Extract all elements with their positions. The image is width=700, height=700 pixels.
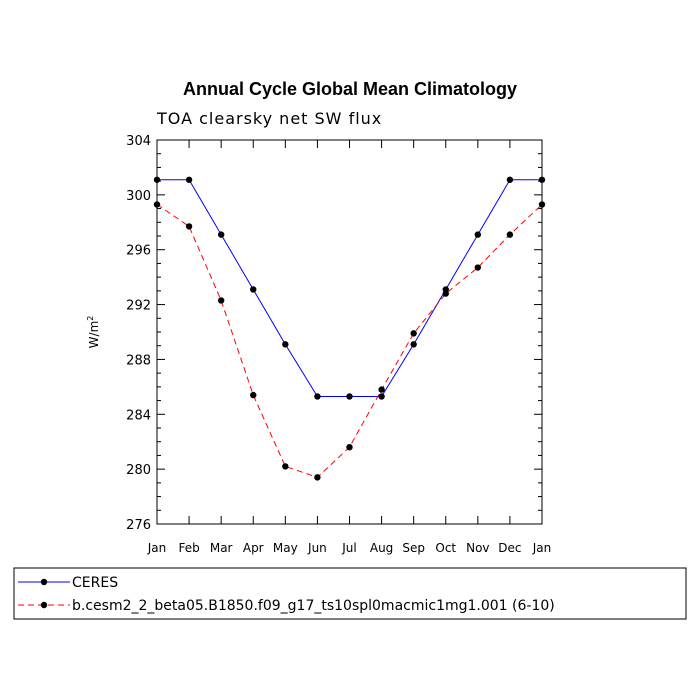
series-2-point <box>506 231 514 238</box>
series-line-2 <box>156 204 543 478</box>
series-2-point <box>410 330 417 337</box>
series-1-point <box>346 393 353 400</box>
legend: CERES b.cesm2_2_beta05.B1850.f09_g17_ts10… <box>18 575 555 614</box>
series-1-point <box>250 286 257 293</box>
series-2-point <box>346 444 353 451</box>
series-2-point <box>442 290 449 297</box>
series-1-point <box>378 393 385 400</box>
y-tick-label: 280 <box>126 463 151 478</box>
legend-marker-1 <box>40 578 48 586</box>
y-tick-label: 288 <box>126 353 151 368</box>
series-2-point <box>378 386 385 393</box>
series-2-point <box>185 223 193 230</box>
y-tick-label: 300 <box>126 189 151 204</box>
y-tick-label: 296 <box>126 244 151 259</box>
x-tick-label: Apr <box>243 541 264 555</box>
series-1-point <box>217 231 225 238</box>
series-1-point <box>282 341 289 348</box>
x-tick-label: Feb <box>178 541 199 555</box>
legend-label-1: CERES <box>72 575 118 591</box>
series-2-point <box>314 474 321 481</box>
series-1-point <box>538 176 546 183</box>
series-1-point <box>153 176 161 183</box>
y-tick-label: 276 <box>126 518 151 533</box>
x-tick-label: Oct <box>435 541 456 555</box>
x-tick-label: Nov <box>466 541 489 555</box>
x-tick-label: Aug <box>370 541 393 555</box>
x-tick-label: Dec <box>498 541 521 555</box>
series-2-point <box>538 201 546 208</box>
legend-marker-2 <box>40 601 48 609</box>
svg-text:W/m2: W/m2 <box>86 316 101 349</box>
series-line-1 <box>157 179 542 397</box>
series-1-point <box>314 393 321 400</box>
y-tick-label: 284 <box>126 408 151 423</box>
x-tick-label: Sep <box>402 541 425 555</box>
series-1-point <box>185 176 193 183</box>
y-tick-label: 304 <box>126 134 151 149</box>
x-tick-label: Jun <box>307 541 327 555</box>
legend-label-2: b.cesm2_2_beta05.B1850.f09_g17_ts10spl0m… <box>72 598 555 614</box>
y-tick-label: 292 <box>126 299 151 314</box>
chart-title: Annual Cycle Global Mean Climatology <box>183 79 517 99</box>
tick-labels: 276 280 284 288 292 296 300 304 Jan Feb Mar Apr May J… <box>126 134 551 555</box>
series-1-point <box>506 176 514 183</box>
series-1-point <box>410 341 417 348</box>
x-tick-label: Jan <box>532 541 552 555</box>
plot-frame <box>156 139 543 525</box>
series-2-point <box>153 201 161 208</box>
x-tick-label: Mar <box>210 541 233 555</box>
axis-ticks <box>156 139 543 525</box>
y-axis-label-base: W/m <box>87 321 101 349</box>
chart-subtitle: TOA clearsky net SW flux <box>156 109 382 128</box>
series-layer <box>153 176 546 481</box>
x-tick-label: May <box>273 541 298 555</box>
x-tick-label: Jan <box>147 541 167 555</box>
x-tick-label: Jul <box>341 541 356 555</box>
series-1-point <box>474 231 482 238</box>
legend-box <box>13 567 687 620</box>
y-axis-label-sup: 2 <box>86 316 95 321</box>
series-2-point <box>474 264 482 271</box>
series-2-point <box>282 463 289 470</box>
series-2-point <box>217 297 225 304</box>
y-axis-label: W/m2 <box>86 316 101 349</box>
series-2-point <box>250 391 257 399</box>
